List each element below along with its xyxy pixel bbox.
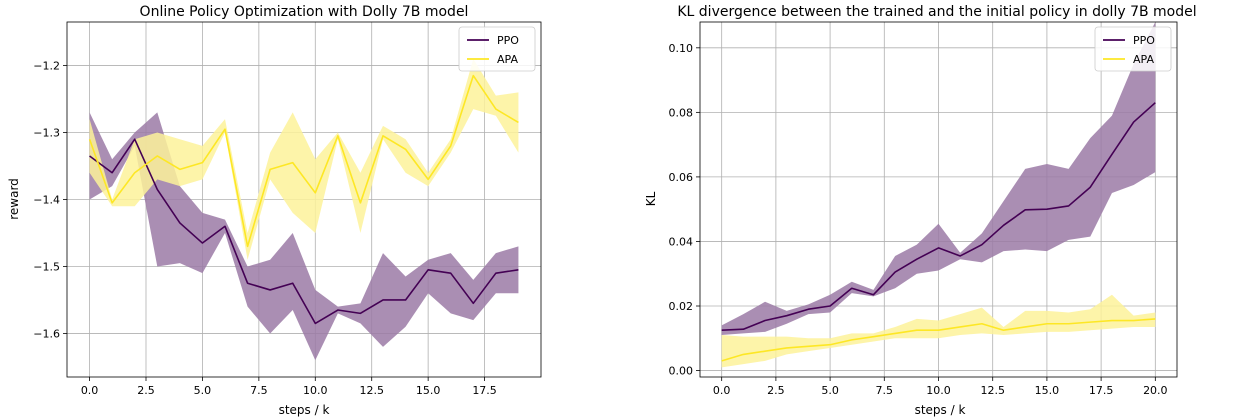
x-tick-label: 2.5 bbox=[767, 384, 785, 397]
apa-series-line bbox=[721, 318, 1156, 362]
kl-chart: KL divergence between the trained and th… bbox=[644, 4, 1197, 417]
y-tick-label: 0.04 bbox=[669, 235, 694, 248]
x-tick-label: 12.5 bbox=[980, 384, 1005, 397]
ppo-series-line bbox=[721, 102, 1156, 332]
x-tick-label: 5.0 bbox=[194, 384, 212, 397]
x-axis-label: steps / k bbox=[279, 403, 330, 417]
y-tick-label: 0.02 bbox=[669, 300, 694, 313]
x-tick-label: 10.0 bbox=[926, 384, 951, 397]
x-tick-label: 7.5 bbox=[876, 384, 894, 397]
y-tick-label: −1.5 bbox=[33, 260, 60, 273]
y-tick-label: −1.3 bbox=[33, 127, 60, 140]
ppo-confidence-band bbox=[89, 112, 519, 361]
reward-chart: Online Policy Optimization with Dolly 7B… bbox=[7, 4, 542, 417]
legend: PPO APA bbox=[458, 26, 536, 72]
y-tick-label: −1.4 bbox=[33, 194, 60, 207]
x-tick-label: 7.5 bbox=[250, 384, 268, 397]
legend-box bbox=[1094, 26, 1172, 72]
x-tick-label: 0.0 bbox=[81, 384, 99, 397]
x-tick-label: 12.5 bbox=[359, 384, 384, 397]
chart-title: Online Policy Optimization with Dolly 7B… bbox=[140, 4, 469, 20]
y-tick-label: 0.10 bbox=[669, 42, 694, 55]
legend: PPO APA bbox=[1094, 26, 1172, 72]
apa-confidence-band bbox=[721, 294, 1156, 368]
apa-confidence-band bbox=[89, 58, 519, 260]
ppo-series-line bbox=[89, 138, 519, 325]
y-tick-label: 0.08 bbox=[669, 106, 694, 119]
x-tick-label: 10.0 bbox=[303, 384, 328, 397]
ppo-confidence-band bbox=[721, 22, 1156, 336]
legend-box bbox=[458, 26, 536, 72]
y-tick-label: 0.06 bbox=[669, 171, 694, 184]
apa-series-line bbox=[88, 74, 519, 248]
x-tick-label: 15.0 bbox=[416, 384, 441, 397]
x-tick-label: 15.0 bbox=[1035, 384, 1060, 397]
x-tick-label: 5.0 bbox=[821, 384, 839, 397]
apa-legend-label: APA bbox=[497, 53, 518, 66]
x-tick-label: 0.0 bbox=[713, 384, 731, 397]
x-tick-label: 17.5 bbox=[1089, 384, 1114, 397]
ppo-legend-label: PPO bbox=[1133, 34, 1155, 47]
apa-legend-label: APA bbox=[1133, 53, 1154, 66]
y-tick-label: −1.6 bbox=[33, 327, 60, 340]
x-axis-label: steps / k bbox=[915, 403, 966, 417]
y-tick-label: −1.2 bbox=[33, 60, 60, 73]
chart-title: KL divergence between the trained and th… bbox=[677, 4, 1196, 20]
x-tick-label: 2.5 bbox=[137, 384, 155, 397]
y-axis-label: KL bbox=[644, 191, 658, 206]
y-tick-label: 0.00 bbox=[669, 365, 694, 378]
x-tick-label: 20.0 bbox=[1143, 384, 1168, 397]
y-axis-label: reward bbox=[7, 178, 21, 220]
x-tick-label: 17.5 bbox=[472, 384, 497, 397]
ppo-legend-label: PPO bbox=[497, 34, 519, 47]
